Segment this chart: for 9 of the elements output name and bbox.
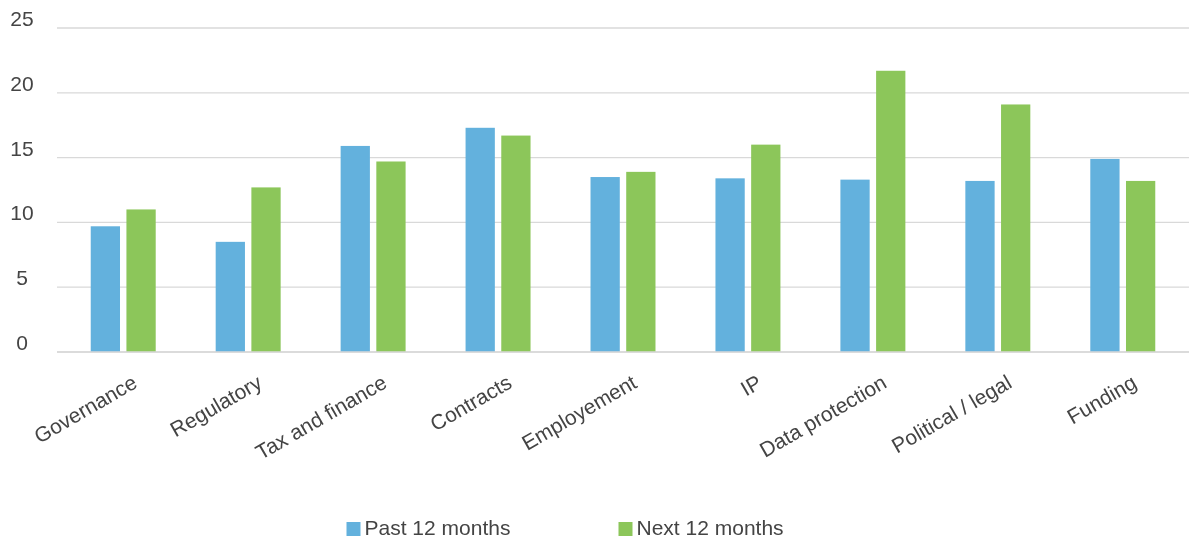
legend-label: Next 12 months	[636, 516, 784, 539]
y-tick-label: 15	[10, 136, 34, 160]
y-tick-label: 25	[10, 6, 34, 30]
y-tick-label: 10	[10, 201, 34, 225]
y-tick-label: 5	[16, 266, 28, 290]
x-tick-label: IP	[736, 370, 766, 401]
legend-label: Past 12 months	[364, 516, 511, 539]
y-tick-label: 0	[16, 330, 28, 354]
y-tick-label: 20	[10, 71, 34, 95]
